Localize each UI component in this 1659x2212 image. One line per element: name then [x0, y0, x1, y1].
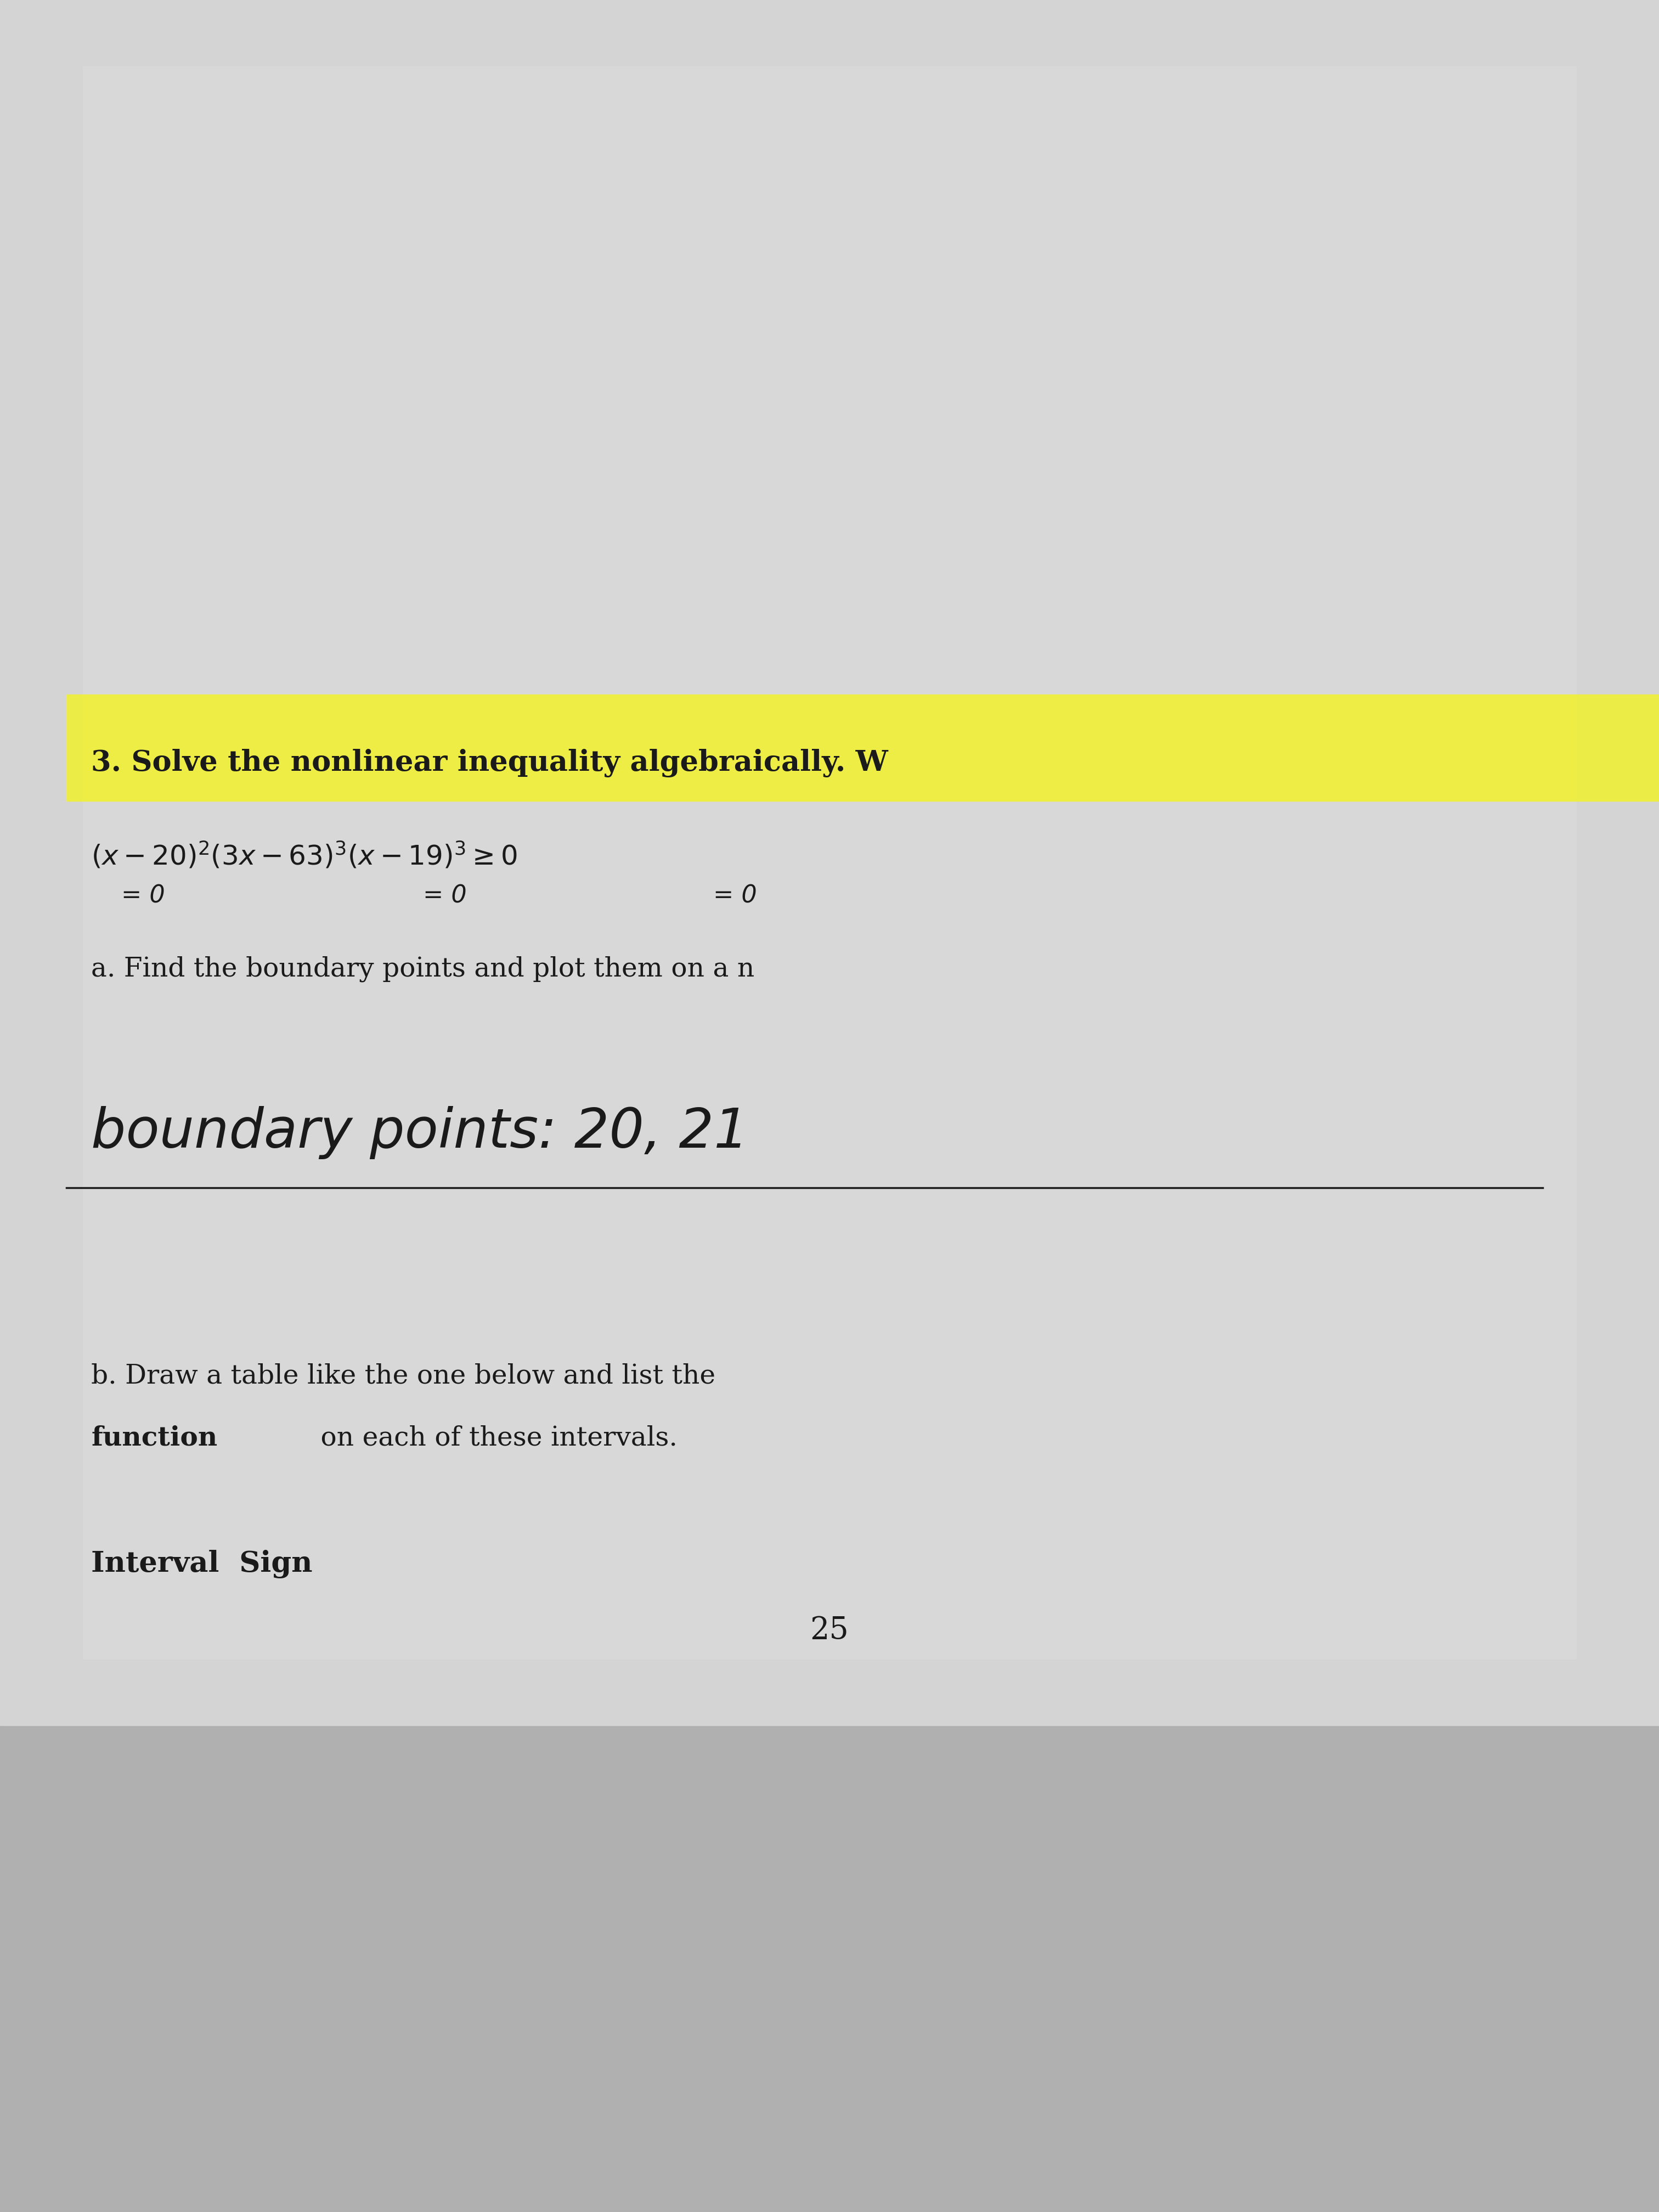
- Text: = 0: = 0: [423, 885, 466, 907]
- Text: $(x-20)^2(3x-63)^3(x-19)^3 \geq 0$: $(x-20)^2(3x-63)^3(x-19)^3 \geq 0$: [91, 841, 518, 872]
- Text: on each of these intervals.: on each of these intervals.: [312, 1425, 677, 1451]
- Text: 3. Solve the nonlinear inequality algebraically. W: 3. Solve the nonlinear inequality algebr…: [91, 750, 888, 776]
- Text: = 0: = 0: [713, 885, 757, 907]
- Bar: [66, 695, 1659, 801]
- Bar: [0, 0, 1659, 1725]
- Bar: [83, 66, 1576, 1659]
- Text: Interval  Sign: Interval Sign: [91, 1551, 312, 1577]
- Text: boundary points: 20, 21: boundary points: 20, 21: [91, 1106, 748, 1159]
- Text: b. Draw a table like the one below and list the: b. Draw a table like the one below and l…: [91, 1363, 715, 1389]
- Text: 25: 25: [810, 1615, 849, 1646]
- Text: a. Find the boundary points and plot them on a n: a. Find the boundary points and plot the…: [91, 956, 755, 982]
- Text: function: function: [91, 1425, 217, 1451]
- Text: = 0: = 0: [121, 885, 164, 907]
